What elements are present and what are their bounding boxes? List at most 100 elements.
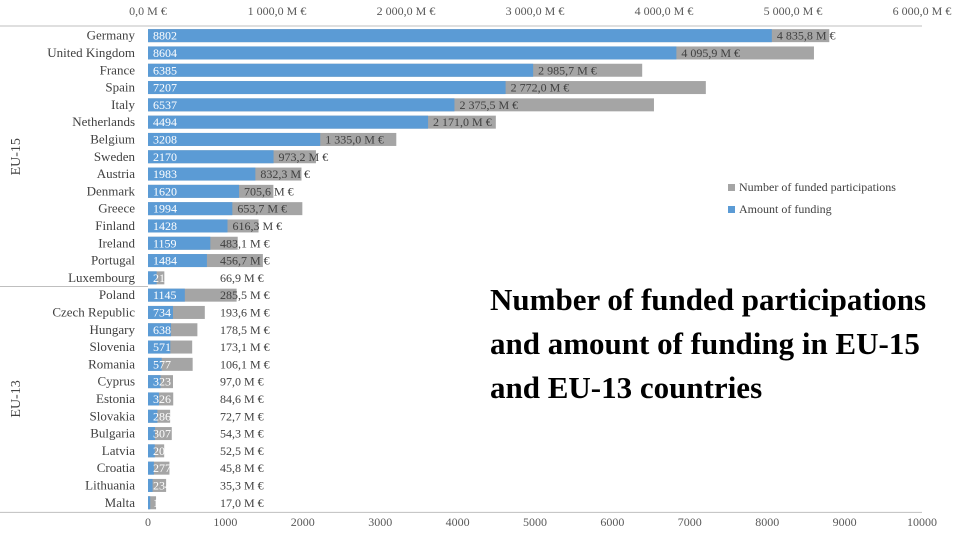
- bottom-axis-tick-label: 4000: [446, 515, 470, 529]
- funding-bar: [148, 150, 274, 164]
- category-label: Sweden: [94, 149, 136, 164]
- bottom-axis-tick-label: 6000: [600, 515, 624, 529]
- top-axis-tick-label: 1 000,0 M €: [248, 4, 307, 18]
- funding-bar: [148, 461, 154, 475]
- category-label: Germany: [87, 28, 136, 43]
- category-label: Belgium: [90, 131, 135, 146]
- funding-bar: [148, 496, 151, 510]
- participation-value-label: 638: [153, 323, 171, 337]
- category-label: Finland: [95, 218, 135, 233]
- funding-value-label: 35,3 M €: [220, 478, 264, 492]
- funding-value-label: 17,0 M €: [220, 496, 264, 510]
- category-label: Latvia: [102, 443, 135, 458]
- funding-value-label: 2 985,7 M €: [538, 63, 597, 77]
- category-label: Romania: [88, 356, 135, 371]
- participation-value-label: 1620: [153, 184, 177, 198]
- participation-value-label: 8604: [153, 46, 177, 60]
- funding-value-label: 66,9 M €: [220, 271, 264, 285]
- legend-label-funding: Amount of funding: [739, 201, 832, 216]
- participation-value-label: 1983: [153, 167, 177, 181]
- bottom-axis-tick-label: 5000: [523, 515, 547, 529]
- participation-value-label: 8802: [153, 29, 177, 43]
- funding-value-label: 178,5 M €: [220, 323, 270, 337]
- bottom-axis-tick-label: 2000: [291, 515, 315, 529]
- funding-value-label: 973,2 M €: [279, 150, 329, 164]
- category-label: Slovenia: [90, 339, 136, 354]
- category-label: Croatia: [97, 460, 135, 475]
- category-label: Denmark: [87, 183, 136, 198]
- funding-bar: [148, 29, 772, 43]
- category-label: Czech Republic: [52, 304, 135, 319]
- participation-value-label: 6537: [153, 98, 177, 112]
- top-axis-tick-label: 4 000,0 M €: [635, 4, 694, 18]
- funding-bar: [148, 132, 321, 146]
- participation-value-label: 571: [153, 340, 171, 354]
- category-label: Austria: [97, 166, 136, 181]
- bottom-axis-tick-label: 1000: [213, 515, 237, 529]
- participation-value-label: 2170: [153, 150, 177, 164]
- category-label: Lithuania: [85, 477, 135, 492]
- funding-bar: [148, 375, 161, 389]
- participation-value-label: 3208: [153, 132, 177, 146]
- funding-bar: [148, 427, 156, 441]
- funding-bar: [148, 236, 211, 250]
- legend-swatch-funding: [728, 205, 735, 213]
- funding-bar: [148, 202, 233, 216]
- funding-bar: [148, 184, 240, 198]
- participation-value-label: 326: [153, 392, 171, 406]
- top-axis-tick-label: 0,0 M €: [129, 4, 167, 18]
- funding-bar: [148, 409, 158, 423]
- funding-bar: [148, 444, 155, 458]
- participation-value-label: 1145: [153, 288, 177, 302]
- funding-value-label: 1 335,0 M €: [325, 132, 384, 146]
- bottom-axis-tick-label: 9000: [833, 515, 857, 529]
- funding-bar: [148, 271, 157, 285]
- bottom-axis-tick-label: 7000: [678, 515, 702, 529]
- category-label: Poland: [99, 287, 136, 302]
- category-label: Portugal: [91, 253, 135, 268]
- bottom-axis-tick-label: 8000: [755, 515, 779, 529]
- category-label: Netherlands: [72, 114, 135, 129]
- participation-value-label: 323: [153, 375, 171, 389]
- participation-value-label: 104: [153, 496, 171, 510]
- legend: Number of funded participations Amount o…: [728, 176, 896, 220]
- top-axis-tick-label: 2 000,0 M €: [377, 4, 436, 18]
- funding-bar: [148, 219, 228, 233]
- funding-value-label: 97,0 M €: [220, 375, 264, 389]
- participation-value-label: 6385: [153, 63, 177, 77]
- legend-item-participations: Number of funded participations: [728, 176, 896, 198]
- funding-value-label: 616,3 M €: [233, 219, 283, 233]
- funding-value-label: 2 772,0 M €: [511, 81, 570, 95]
- funding-bar: [148, 305, 173, 319]
- funding-value-label: 45,8 M €: [220, 461, 264, 475]
- funding-value-label: 84,6 M €: [220, 392, 264, 406]
- category-label: Bulgaria: [90, 426, 135, 441]
- funding-bar: [148, 288, 185, 302]
- category-label: United Kingdom: [47, 45, 135, 60]
- funding-bar: [148, 46, 677, 60]
- category-label: Luxembourg: [68, 270, 135, 285]
- category-label: Cyprus: [97, 374, 135, 389]
- funding-value-label: 4 095,9 M €: [681, 46, 740, 60]
- funding-bar: [148, 81, 506, 95]
- funding-value-label: 2 171,0 M €: [433, 115, 492, 129]
- chart-title: Number of funded participations and amou…: [490, 282, 927, 405]
- participation-value-label: 577: [153, 357, 171, 371]
- participation-value-label: 1994: [153, 202, 177, 216]
- participation-value-label: 4494: [153, 115, 177, 129]
- funding-value-label: 52,5 M €: [220, 444, 264, 458]
- participation-bar: [148, 496, 157, 510]
- category-label: Malta: [105, 495, 136, 510]
- funding-value-label: 456,7 M €: [220, 254, 270, 268]
- funding-bar: [148, 98, 455, 112]
- category-label: Spain: [105, 80, 135, 95]
- funding-value-label: 4 835,8 M €: [777, 29, 836, 43]
- legend-label-participations: Number of funded participations: [739, 179, 896, 194]
- category-label: Slovakia: [90, 408, 136, 423]
- bottom-axis-tick-label: 3000: [368, 515, 392, 529]
- category-label: Greece: [98, 201, 135, 216]
- participation-value-label: 234: [153, 478, 171, 492]
- funding-bar: [148, 115, 429, 129]
- funding-value-label: 653,7 M €: [237, 202, 287, 216]
